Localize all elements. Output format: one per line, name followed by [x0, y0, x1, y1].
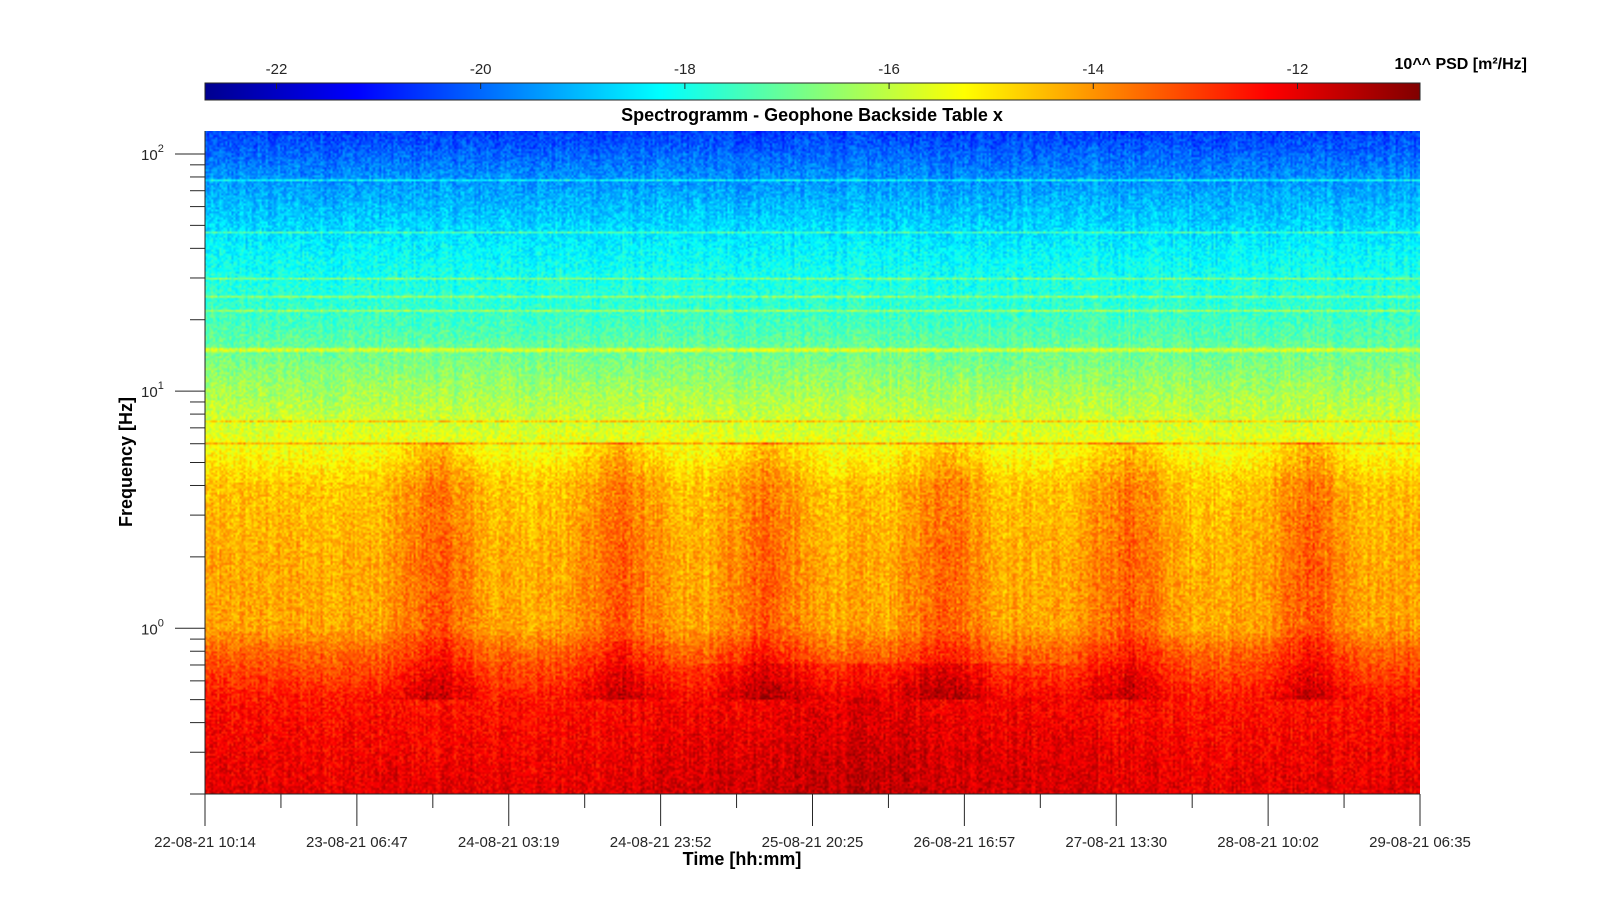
spectrogram-heatmap [205, 131, 1420, 794]
x-tick-label: 25-08-21 20:25 [762, 834, 864, 851]
colorbar-tick-label: -12 [1287, 61, 1309, 78]
colorbar-tick-label: -20 [470, 61, 492, 78]
x-tick-label: 24-08-21 03:19 [458, 834, 560, 851]
colorbar-label: 10^^ PSD [m²/Hz] [1395, 56, 1527, 73]
x-tick-label: 23-08-21 06:47 [306, 834, 408, 851]
x-tick-label: 29-08-21 06:35 [1369, 834, 1471, 851]
x-tick-label: 27-08-21 13:30 [1065, 834, 1167, 851]
colorbar-ticks: -22 -20 -18 -16 -14 -12 [266, 61, 1309, 89]
colorbar-tick-label: -18 [674, 61, 696, 78]
x-tick-label: 28-08-21 10:02 [1217, 834, 1319, 851]
y-tick-label: 102 [141, 143, 164, 164]
colorbar-tick-label: -14 [1082, 61, 1104, 78]
plot-area: 100 101 102 22-08-21 10:14 23-08-21 06:47 24… [141, 131, 1471, 851]
y-axis-label: Frequency [Hz] [116, 397, 136, 527]
x-tick-label: 22-08-21 10:14 [154, 834, 256, 851]
y-tick-label: 100 [141, 617, 164, 638]
x-tick-label: 24-08-21 23:52 [610, 834, 712, 851]
colorbar-tick-label: -22 [266, 61, 288, 78]
x-axis: 22-08-21 10:14 23-08-21 06:47 24-08-21 03:… [154, 793, 1471, 851]
colorbar-gradient [204, 82, 1421, 101]
y-tick-label: 101 [141, 380, 164, 401]
chart-title: Spectrogramm - Geophone Backside Table x [621, 105, 1003, 125]
y-axis: 100 101 102 [141, 131, 206, 795]
colorbar-tick-label: -16 [878, 61, 900, 78]
x-tick-label: 26-08-21 16:57 [914, 834, 1016, 851]
colorbar: -22 -20 -18 -16 -14 -12 10^^ PSD [m²/Hz] [204, 56, 1527, 101]
x-axis-label: Time [hh:mm] [683, 849, 802, 869]
